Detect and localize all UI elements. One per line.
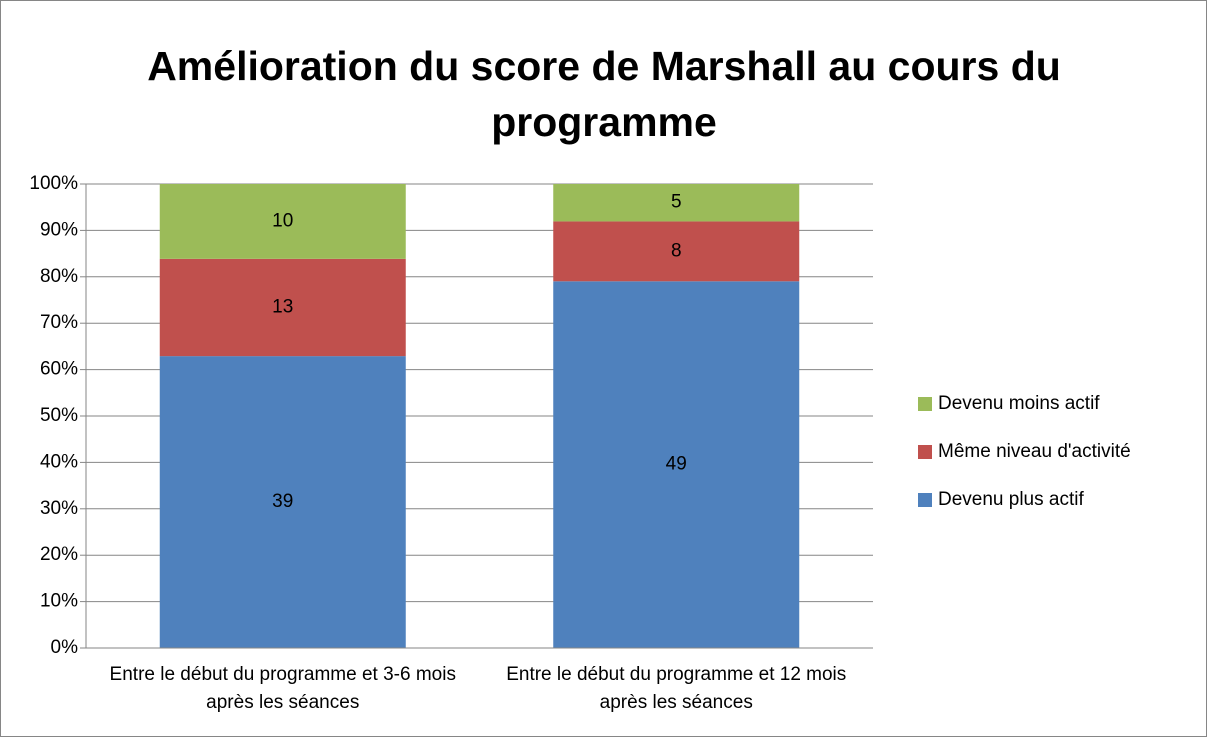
y-tick-label: 10% [40,591,78,612]
data-label: 8 [671,240,682,261]
data-label: 5 [671,192,682,213]
data-label: 39 [272,491,293,512]
y-tick-label: 80% [40,266,78,287]
x-tick-label: Entre le début du programme et 3-6 mois … [109,664,456,713]
legend-swatch [918,445,932,459]
data-label: 13 [272,296,293,317]
x-tick-label: Entre le début du programme et 12 mois a… [506,664,847,713]
bar-segment [553,281,800,648]
bar-segment [159,258,406,357]
y-tick-label: 60% [40,359,78,380]
legend-label: Devenu plus actif [938,489,1084,510]
bar-segment [159,356,406,648]
y-tick-label: 100% [29,173,78,194]
y-tick-label: 0% [51,637,79,658]
data-label: 49 [666,454,687,475]
y-tick-label: 30% [40,498,78,519]
bar-segment [159,184,406,259]
legend-label: Même niveau d'activité [938,441,1131,462]
y-tick-label: 40% [40,451,78,472]
legend-swatch [918,397,932,411]
y-tick-label: 70% [40,312,78,333]
y-tick-label: 20% [40,544,78,565]
legend-swatch [918,493,932,507]
bar-segment [553,221,800,282]
y-tick-label: 90% [40,219,78,240]
chart-title: Amélioration du score de Marshall au cou… [147,43,1061,145]
legend-label: Devenu moins actif [938,393,1100,414]
bar-segment [553,184,800,222]
data-label: 10 [272,210,293,231]
y-tick-label: 50% [40,405,78,426]
